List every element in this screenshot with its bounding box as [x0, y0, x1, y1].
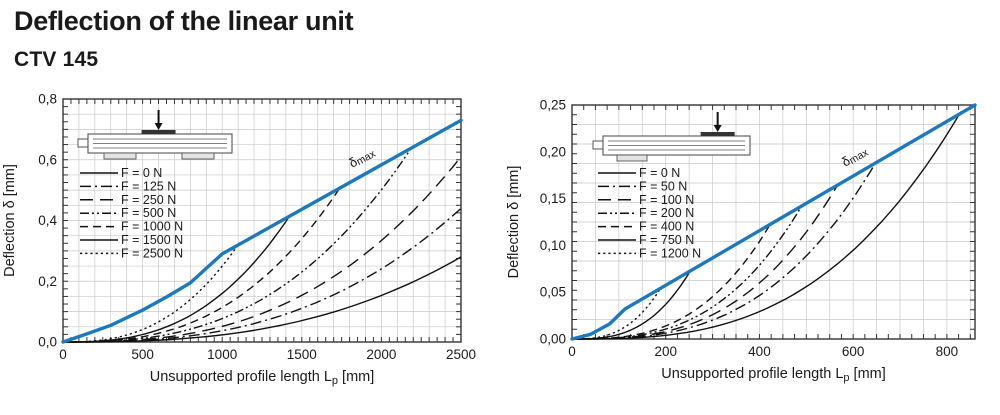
deflection-curve [63, 214, 292, 343]
linear-unit-schematic [592, 112, 751, 162]
tick-marks [63, 99, 461, 342]
legend-label: F = 100 N [639, 193, 694, 207]
legend-label: F = 500 N [121, 206, 176, 220]
deflection-curve [572, 287, 662, 340]
y-tick-label: 0,4 [38, 213, 57, 228]
deflection-curves [63, 147, 462, 343]
linear-unit-schematic [77, 110, 233, 160]
y-tick-label: 0,20 [540, 144, 566, 159]
x-tick-label: 800 [936, 344, 959, 359]
plot-frame [571, 104, 976, 340]
x-tick-label: 0 [568, 344, 576, 359]
dmax-line [61, 118, 463, 344]
legend-label: F = 125 N [121, 179, 176, 193]
y-axis-label: Deflection δ [mm] [2, 164, 18, 277]
support-foot [616, 154, 648, 162]
y-tick-label: 0,05 [540, 285, 566, 300]
product-code: CTV 145 [14, 48, 99, 71]
deflection-curve [63, 244, 239, 343]
x-tick-label: 500 [131, 347, 154, 362]
deflection-curve [572, 226, 770, 340]
y-tick-label: 0,6 [38, 152, 57, 167]
y-tick-labels: 0,00 0,05 0,10 0,15 0,20 0,25 [540, 98, 566, 347]
x-tick-label: 2500 [446, 347, 476, 362]
y-tick-labels: 0,0 0,2 0,4 0,6 0,8 [38, 92, 57, 350]
x-tick-label: 2000 [366, 347, 396, 362]
carriage [700, 132, 735, 136]
deflection-curve [572, 268, 693, 340]
legend-label: F = 50 N [639, 179, 687, 193]
legend-label: F = 1200 N [639, 246, 701, 260]
legend-label: F = 1000 N [121, 220, 183, 234]
carriage [141, 130, 176, 134]
support-foot [181, 152, 215, 160]
deflection-curve [572, 111, 962, 340]
y-tick-label: 0,00 [540, 332, 566, 347]
dmax-label: δmax [839, 143, 871, 171]
deflection-curves [572, 111, 962, 340]
x-tick-label: 0 [59, 347, 67, 362]
x-tick-labels: 0 200 400 600 800 [568, 344, 958, 359]
legend-label: F = 200 N [639, 206, 694, 220]
legend: F = 0 NF = 125 NF = 250 NF = 500 NF = 10… [80, 166, 183, 260]
x-axis-label: Unsupported profile length Lp [mm] [661, 366, 886, 384]
y-tick-label: 0,10 [540, 238, 566, 253]
y-tick-label: 0,0 [38, 335, 57, 350]
support-foot [103, 152, 137, 160]
page-title: Deflection of the linear unit [14, 6, 354, 36]
x-axis-label: Unsupported profile length Lp [mm] [150, 369, 375, 387]
y-tick-label: 0,15 [540, 191, 566, 206]
y-tick-label: 0,2 [38, 274, 57, 289]
x-tick-label: 1500 [287, 347, 317, 362]
x-tick-labels: 0 500 1000 1500 2000 2500 [59, 347, 476, 362]
x-tick-label: 1000 [207, 347, 237, 362]
y-tick-label: 0,8 [38, 92, 57, 107]
legend-label: F = 750 N [639, 233, 694, 247]
y-tick-label: 0,25 [540, 98, 566, 113]
legend-label: F = 0 N [121, 166, 162, 180]
x-tick-label: 200 [654, 344, 677, 359]
legend-label: F = 400 N [639, 220, 694, 234]
load-arrow-icon [154, 123, 163, 130]
legend-label: F = 1500 N [121, 233, 183, 247]
legend: F = 0 NF = 50 NF = 100 NF = 200 NF = 400… [598, 166, 701, 260]
dmax-line [570, 103, 977, 341]
y-axis-label: Deflection δ [mm] [506, 166, 522, 279]
x-tick-label: 600 [842, 344, 865, 359]
x-tick-label: 400 [748, 344, 771, 359]
load-arrow-icon [713, 125, 722, 132]
legend-label: F = 250 N [121, 193, 176, 207]
deflection-curve [572, 205, 803, 340]
legend-label: F = 0 N [639, 166, 680, 180]
gridlines [572, 105, 975, 339]
legend-label: F = 2500 N [121, 246, 183, 260]
deflection-curve [63, 147, 413, 343]
plot-frame [62, 98, 462, 343]
